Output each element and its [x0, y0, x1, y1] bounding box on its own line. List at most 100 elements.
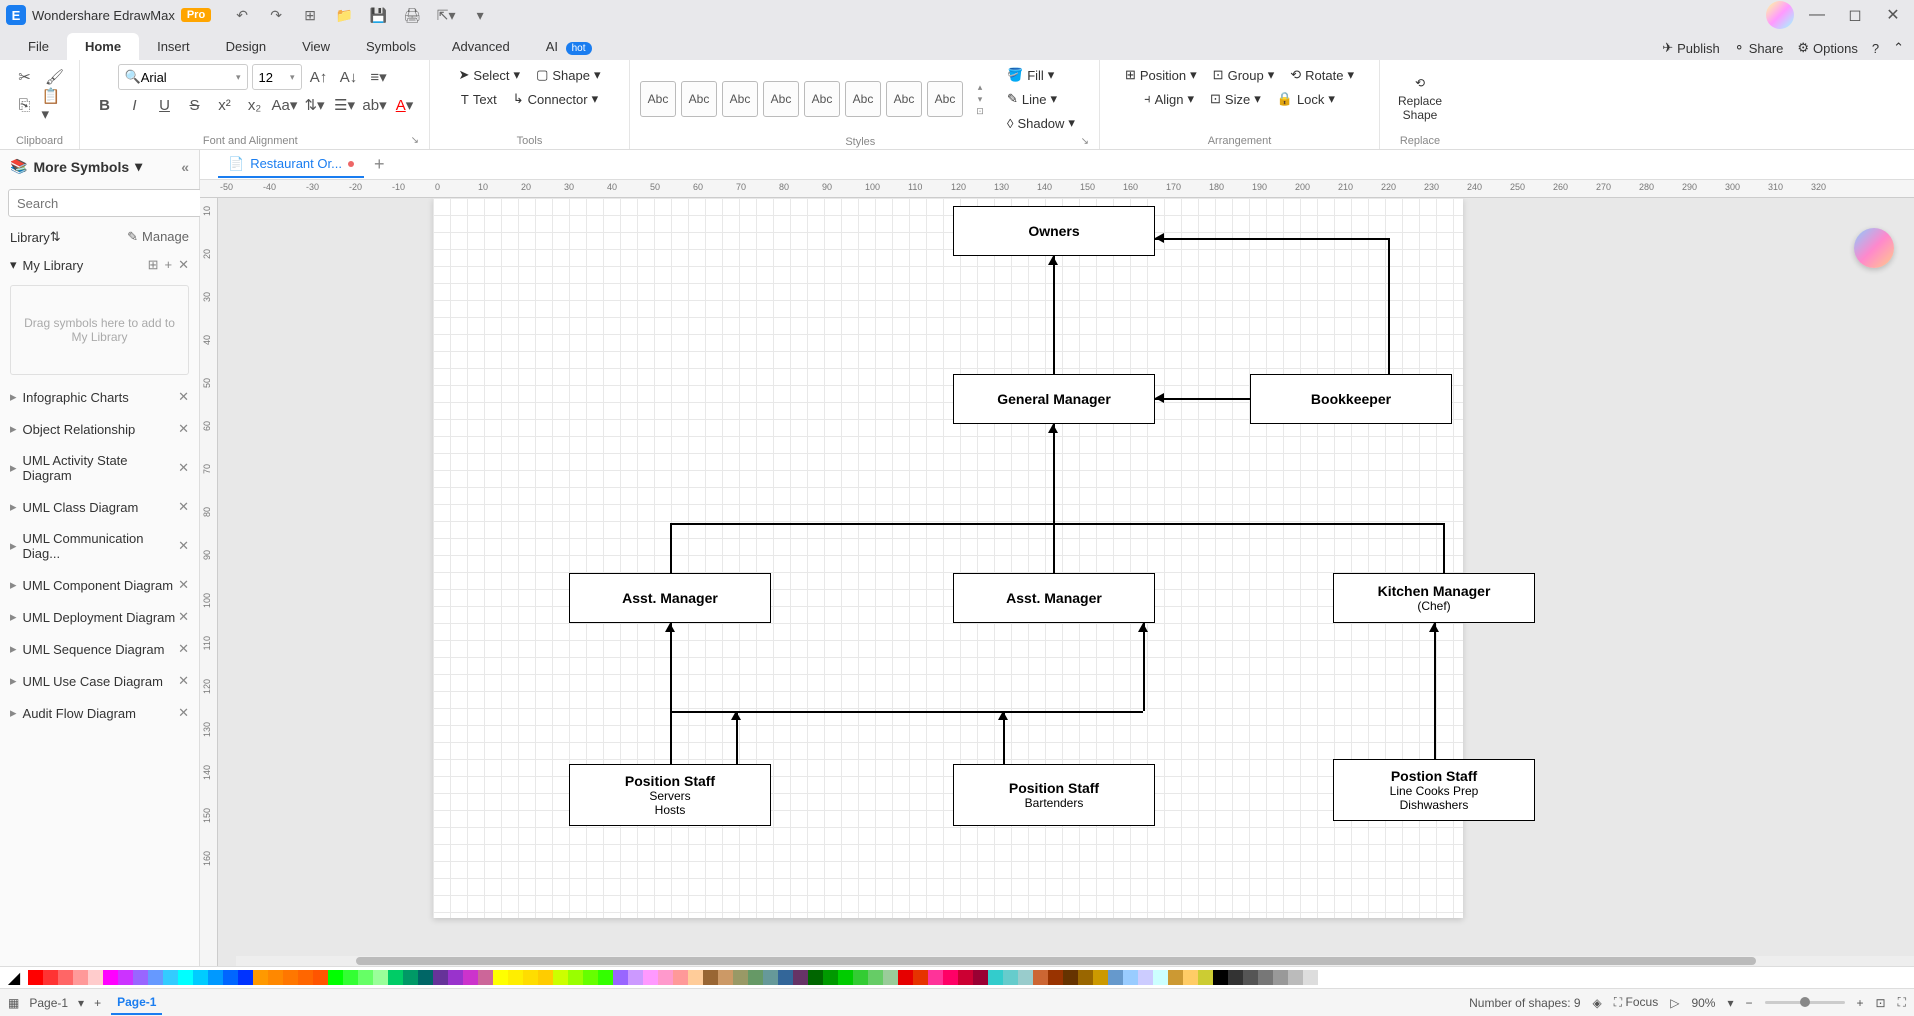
color-swatch[interactable]	[943, 970, 958, 985]
color-swatch[interactable]	[1318, 970, 1333, 985]
category-close[interactable]: ✕	[178, 538, 189, 554]
line-spacing-button[interactable]: ⇅▾	[302, 92, 328, 118]
color-swatch[interactable]	[328, 970, 343, 985]
color-swatch[interactable]	[1213, 970, 1228, 985]
mylib-close[interactable]: ✕	[178, 257, 189, 273]
italic-button[interactable]: I	[122, 92, 148, 118]
category-close[interactable]: ✕	[178, 460, 189, 476]
color-swatch[interactable]	[118, 970, 133, 985]
color-swatch[interactable]	[958, 970, 973, 985]
color-swatch[interactable]	[568, 970, 583, 985]
subscript-button[interactable]: x₂	[242, 92, 268, 118]
color-swatch[interactable]	[193, 970, 208, 985]
style-preset-1[interactable]: Abc	[681, 81, 717, 117]
org-node-owners[interactable]: Owners	[953, 206, 1155, 256]
menu-home[interactable]: Home	[67, 33, 139, 60]
styles-more[interactable]: ⊡	[973, 106, 987, 116]
color-swatch[interactable]	[28, 970, 43, 985]
font-launcher[interactable]: ↘	[411, 135, 419, 146]
open-button[interactable]: 📁	[331, 2, 357, 28]
mylib-edit[interactable]: ⊞	[148, 257, 159, 273]
color-swatch[interactable]	[913, 970, 928, 985]
layers-button[interactable]: ◈	[1593, 996, 1602, 1010]
color-swatch[interactable]	[838, 970, 853, 985]
color-swatch[interactable]	[253, 970, 268, 985]
color-swatch[interactable]	[298, 970, 313, 985]
increase-font-button[interactable]: A↑	[306, 64, 332, 90]
category-close[interactable]: ✕	[178, 389, 189, 405]
color-swatch[interactable]	[703, 970, 718, 985]
superscript-button[interactable]: x²	[212, 92, 238, 118]
replace-shape-button[interactable]: ⟲Replace Shape	[1390, 69, 1450, 129]
more-button[interactable]: ▾	[467, 2, 493, 28]
highlight-button[interactable]: ab▾	[362, 92, 388, 118]
close-button[interactable]: ✕	[1878, 5, 1908, 25]
color-swatch[interactable]	[1033, 970, 1048, 985]
menu-file[interactable]: File	[10, 33, 67, 60]
color-swatch[interactable]	[448, 970, 463, 985]
size-button[interactable]: ⊡ Size▾	[1204, 88, 1267, 110]
color-swatch[interactable]	[223, 970, 238, 985]
decrease-font-button[interactable]: A↓	[336, 64, 362, 90]
connector[interactable]	[670, 623, 672, 711]
color-swatch[interactable]	[133, 970, 148, 985]
bold-button[interactable]: B	[92, 92, 118, 118]
page[interactable]: OwnersGeneral ManagerBookkeeperAsst. Man…	[433, 198, 1463, 918]
color-swatch[interactable]	[598, 970, 613, 985]
category-close[interactable]: ✕	[178, 499, 189, 515]
color-swatch[interactable]	[583, 970, 598, 985]
collapse-ribbon-button[interactable]: ⌃	[1893, 40, 1904, 56]
color-swatch[interactable]	[628, 970, 643, 985]
minimize-button[interactable]: —	[1802, 5, 1832, 25]
color-swatch[interactable]	[73, 970, 88, 985]
color-swatch[interactable]	[643, 970, 658, 985]
org-node-ps2[interactable]: Position StaffBartenders	[953, 764, 1155, 826]
style-preset-0[interactable]: Abc	[640, 81, 676, 117]
category-item[interactable]: ▸UML Communication Diag...✕	[0, 523, 199, 569]
menu-view[interactable]: View	[284, 33, 348, 60]
cut-button[interactable]: ✂	[12, 64, 38, 90]
style-preset-2[interactable]: Abc	[722, 81, 758, 117]
eyedropper-button[interactable]: ◢	[4, 969, 24, 987]
present-button[interactable]: ▷	[1670, 996, 1679, 1010]
maximize-button[interactable]: ◻	[1840, 5, 1870, 25]
document-tab[interactable]: 📄Restaurant Or...	[218, 152, 364, 178]
manage-button[interactable]: Manage	[142, 229, 189, 245]
add-page-button[interactable]: +	[94, 996, 101, 1010]
color-swatch[interactable]	[523, 970, 538, 985]
font-family-select[interactable]: 🔍 Arial▾	[118, 64, 248, 90]
menu-ai[interactable]: AI hot	[528, 33, 610, 60]
color-swatch[interactable]	[418, 970, 433, 985]
color-swatch[interactable]	[793, 970, 808, 985]
text-tool[interactable]: T Text	[455, 89, 503, 110]
horizontal-scrollbar[interactable]	[236, 956, 1914, 966]
color-swatch[interactable]	[1273, 970, 1288, 985]
color-swatch[interactable]	[1288, 970, 1303, 985]
fill-button[interactable]: 🪣 Fill ▾	[1001, 64, 1081, 86]
color-swatch[interactable]	[1003, 970, 1018, 985]
select-tool[interactable]: ➤ Select ▾	[453, 64, 527, 86]
category-item[interactable]: ▸Object Relationship✕	[0, 413, 199, 445]
fit-page-button[interactable]: ⊡	[1876, 996, 1886, 1010]
category-item[interactable]: ▸Audit Flow Diagram✕	[0, 697, 199, 729]
style-preset-6[interactable]: Abc	[886, 81, 922, 117]
style-preset-3[interactable]: Abc	[763, 81, 799, 117]
color-swatch[interactable]	[883, 970, 898, 985]
canvas[interactable]: OwnersGeneral ManagerBookkeeperAsst. Man…	[218, 198, 1914, 966]
font-color-button[interactable]: A▾	[392, 92, 418, 118]
ai-assistant-button[interactable]	[1854, 228, 1894, 268]
symbol-dropzone[interactable]: Drag symbols here to add to My Library	[10, 285, 189, 375]
category-item[interactable]: ▸UML Deployment Diagram✕	[0, 601, 199, 633]
color-swatch[interactable]	[763, 970, 778, 985]
underline-button[interactable]: U	[152, 92, 178, 118]
color-swatch[interactable]	[1258, 970, 1273, 985]
list-button[interactable]: ☰▾	[332, 92, 358, 118]
case-button[interactable]: Aa▾	[272, 92, 298, 118]
shadow-button[interactable]: ◊ Shadow ▾	[1001, 112, 1081, 134]
mylib-add[interactable]: +	[165, 257, 173, 273]
color-swatch[interactable]	[778, 970, 793, 985]
styles-launcher[interactable]: ↘	[1081, 136, 1089, 147]
connector[interactable]	[1143, 623, 1145, 711]
styles-down[interactable]: ▾	[973, 94, 987, 104]
connector[interactable]	[670, 523, 1443, 525]
